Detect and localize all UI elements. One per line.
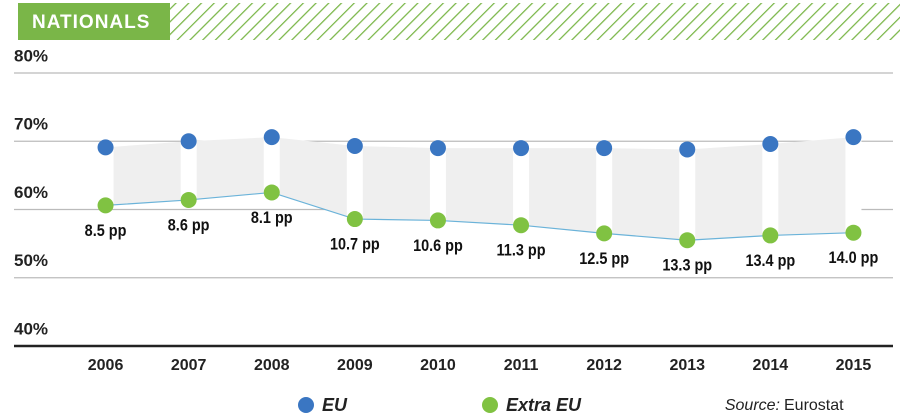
gap-band xyxy=(687,143,771,241)
dot xyxy=(346,138,363,155)
legend-label: EU xyxy=(322,395,348,415)
gap-label: 11.3 pp xyxy=(497,242,546,260)
gap-label: 13.4 pp xyxy=(745,252,795,270)
y-tick-label: 70% xyxy=(14,115,48,134)
y-tick-label: 40% xyxy=(14,319,48,338)
legend-marker xyxy=(298,397,314,413)
dot xyxy=(429,140,446,157)
source-prefix: Source: xyxy=(725,397,780,414)
gap-label: 14.0 pp xyxy=(829,249,879,267)
x-tick-label: 2006 xyxy=(88,357,124,374)
legend-label: Extra EU xyxy=(506,395,582,415)
gap-label: 8.1 pp xyxy=(251,209,293,227)
dot xyxy=(762,135,779,152)
dot xyxy=(679,232,696,249)
header-box xyxy=(18,3,170,40)
source: Eurostat xyxy=(784,397,844,414)
gap-label: 8.5 pp xyxy=(85,222,127,240)
legend-marker xyxy=(482,397,498,413)
header-title: NATIONALS xyxy=(32,12,150,33)
x-tick-label: 2013 xyxy=(669,357,705,374)
gap-label: 10.7 pp xyxy=(330,236,380,254)
gap-band xyxy=(770,137,854,236)
y-tick-label: 60% xyxy=(14,183,48,202)
gap-band xyxy=(354,146,438,221)
dot xyxy=(263,184,280,201)
gap-label: 10.6 pp xyxy=(413,237,463,255)
gap-band xyxy=(188,137,272,200)
gap-band xyxy=(105,141,189,206)
x-tick-label: 2008 xyxy=(254,357,290,374)
gap-band xyxy=(604,148,688,241)
gap-band xyxy=(437,148,522,226)
gap-band xyxy=(521,148,605,234)
y-tick-label: 80% xyxy=(14,46,48,65)
dot xyxy=(429,212,446,229)
gap-separator xyxy=(762,143,779,236)
dot xyxy=(762,227,779,244)
dot xyxy=(97,197,114,214)
x-tick-label: 2009 xyxy=(337,357,373,374)
dot xyxy=(97,139,114,156)
gap-label: 13.3 pp xyxy=(662,257,712,275)
gap-separator xyxy=(679,149,696,241)
x-tick-label: 2015 xyxy=(836,357,872,374)
x-tick-label: 2012 xyxy=(586,357,622,374)
gap-label: 8.6 pp xyxy=(168,216,210,234)
dot xyxy=(679,141,696,158)
dot xyxy=(845,129,862,146)
gap-separator xyxy=(845,137,862,233)
header-hatch xyxy=(170,3,900,40)
dot xyxy=(596,140,613,157)
plot: 40% 50% 60% 70% 80% 8.5 pp 8.6 pp 8.1 pp 10.7 pp… xyxy=(14,46,893,415)
gap-separator xyxy=(513,148,530,226)
gap-separator xyxy=(97,147,114,206)
line xyxy=(105,191,854,241)
gap-separator xyxy=(263,137,280,193)
dot xyxy=(513,217,530,234)
x-tick-label: 2010 xyxy=(420,357,456,374)
y-tick-label: 50% xyxy=(14,251,48,270)
dot xyxy=(180,191,197,208)
gap-label: 12.5 pp xyxy=(579,250,629,268)
gap-separator xyxy=(346,146,363,220)
dot xyxy=(263,129,280,146)
x-tick-label: 2014 xyxy=(753,357,789,374)
x-tick-label: 2007 xyxy=(171,357,207,374)
dot xyxy=(596,225,613,242)
dot xyxy=(346,211,363,228)
dot xyxy=(180,133,197,150)
gap-separator xyxy=(180,141,197,200)
gap-band xyxy=(271,137,355,220)
dot xyxy=(845,224,862,241)
gap-separator xyxy=(596,148,613,234)
gap-separator xyxy=(429,148,446,221)
x-tick-label: 2011 xyxy=(504,357,539,374)
dot xyxy=(513,140,530,157)
